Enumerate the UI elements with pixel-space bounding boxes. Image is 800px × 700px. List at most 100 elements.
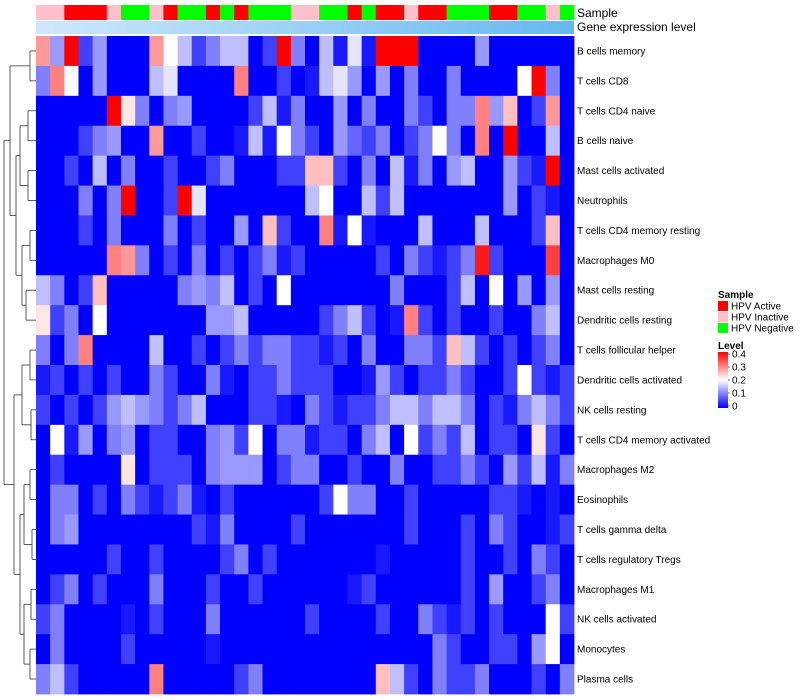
heatmap-cell: [220, 604, 235, 635]
heatmap-cell: [78, 65, 94, 97]
heatmap-cell: [78, 245, 94, 276]
heatmap-cell: [64, 185, 79, 216]
heatmap-cell: [149, 185, 164, 216]
heatmap-cell: [50, 514, 65, 545]
heatmap-cell: [248, 365, 263, 396]
heatmap-cell: [333, 245, 348, 276]
heatmap-cell: [149, 275, 164, 306]
heatmap-cell: [503, 215, 518, 246]
heatmap-cell: [333, 544, 348, 575]
heatmap-cell: [347, 125, 363, 157]
heatmap-cell: [234, 664, 249, 695]
heatmap-cell: [489, 394, 504, 426]
heatmap-cell: [460, 215, 476, 246]
heatmap-cell: [120, 604, 136, 635]
heatmap-cell: [290, 305, 306, 336]
heatmap-cell: [404, 574, 419, 605]
heatmap-cells: [36, 36, 575, 695]
heatmap-cell: [517, 215, 532, 246]
heatmap-cell: [432, 305, 447, 336]
heatmap-cell: [446, 215, 462, 246]
heatmap-cell: [290, 664, 306, 695]
heatmap-cell: [78, 275, 94, 306]
heatmap-cell: [149, 335, 164, 366]
heatmap-cell: [517, 514, 532, 545]
heatmap-cell: [545, 155, 561, 186]
heatmap-cell: [149, 305, 164, 336]
heatmap-cell: [50, 454, 65, 486]
heatmap-cell: [276, 185, 292, 216]
heatmap-cell: [191, 664, 207, 695]
heatmap-cell: [489, 664, 504, 695]
heatmap-cell: [489, 454, 504, 486]
heatmap-cell: [545, 36, 561, 67]
row-label: Mast cells activated: [577, 166, 664, 177]
heatmap-cell: [319, 215, 334, 246]
heatmap-cell: [489, 574, 504, 605]
heatmap-cell: [446, 335, 462, 366]
heatmap-cell: [177, 544, 193, 575]
heatmap-cell: [503, 155, 518, 186]
heatmap-cell: [177, 65, 193, 97]
heatmap-cell: [418, 365, 433, 396]
heatmap-cell: [446, 454, 462, 486]
heatmap-cell: [418, 275, 433, 306]
heatmap-cell: [276, 574, 292, 605]
heatmap-cell: [262, 664, 278, 695]
heatmap-cell: [205, 634, 221, 665]
heatmap-cell: [205, 155, 221, 186]
row-label: T cells CD4 naive: [577, 106, 656, 117]
heatmap-cell: [319, 664, 334, 695]
heatmap-cell: [305, 514, 320, 545]
heatmap-cell: [135, 394, 150, 426]
heatmap-cell: [503, 245, 518, 276]
heatmap-cell: [347, 36, 363, 67]
heatmap-cell: [92, 574, 108, 605]
heatmap-cell: [375, 275, 391, 306]
heatmap-cell: [305, 245, 320, 276]
heatmap-cell: [460, 275, 476, 306]
heatmap-cell: [50, 394, 65, 426]
heatmap-cell: [205, 125, 221, 157]
heatmap-cell: [418, 305, 433, 336]
heatmap-cell: [262, 65, 278, 97]
heatmap-cell: [517, 245, 532, 276]
heatmap-cell: [50, 484, 65, 515]
heatmap-cell: [319, 335, 334, 366]
heatmap-cell: [361, 394, 377, 426]
heatmap-cell: [361, 664, 377, 695]
heatmap-cell: [305, 305, 320, 336]
heatmap-cell: [234, 185, 249, 216]
heatmap-cell: [120, 275, 136, 306]
heatmap-cell: [234, 514, 249, 545]
sample-cell: [503, 5, 518, 20]
heatmap-cell: [545, 185, 561, 216]
heatmap-cell: [50, 305, 65, 336]
heatmap-cell: [177, 36, 193, 67]
heatmap-cell: [78, 125, 94, 157]
heatmap-cell: [474, 664, 490, 695]
heatmap-cell: [163, 305, 178, 336]
heatmap-cell: [404, 245, 419, 276]
heatmap-cell: [234, 65, 249, 97]
legend-tick-label: 0.2: [732, 376, 746, 387]
heatmap-cell: [460, 514, 476, 545]
heatmap-cell: [432, 215, 447, 246]
heatmap-cell: [149, 36, 164, 67]
heatmap-cell: [361, 155, 377, 186]
heatmap-cell: [135, 424, 150, 456]
sample-cell: [474, 5, 490, 20]
legend-swatch: [718, 323, 728, 333]
heatmap-cell: [177, 664, 193, 695]
heatmap-cell: [432, 365, 447, 396]
heatmap-cell: [531, 634, 547, 665]
heatmap-cell: [290, 544, 306, 575]
heatmap-cell: [559, 95, 575, 127]
heatmap-cell: [432, 185, 447, 216]
heatmap-cell: [36, 664, 51, 695]
heatmap-cell: [149, 664, 164, 695]
heatmap-cell: [78, 544, 94, 575]
heatmap-cell: [418, 185, 433, 216]
heatmap-cell: [418, 215, 433, 246]
heatmap-cell: [177, 514, 193, 545]
